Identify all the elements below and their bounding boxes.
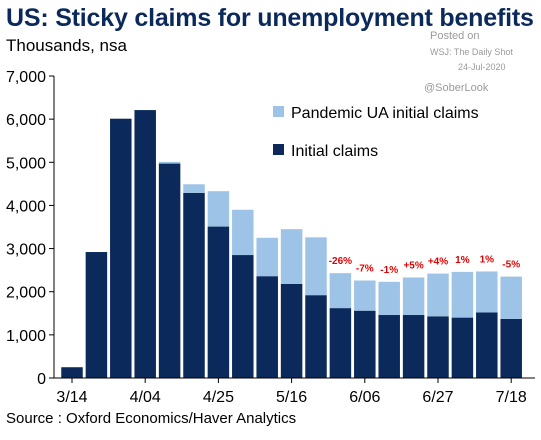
bar-initial-claims <box>110 118 132 378</box>
bar-pandemic-ua-claims <box>256 237 278 277</box>
x-tick-label: 5/16 <box>276 389 307 406</box>
watermark-posted-on: Posted on <box>430 30 480 42</box>
watermark-handle: @SoberLook <box>424 82 489 94</box>
bar-initial-claims <box>476 312 498 378</box>
bar-initial-claims <box>378 315 400 378</box>
y-tick-label: 4,000 <box>6 198 46 215</box>
bar-pandemic-ua-claims <box>378 281 400 316</box>
watermark-date: 24-Jul-2020 <box>458 62 506 72</box>
bar-pandemic-ua-claims <box>183 184 205 193</box>
y-tick-label: 5,000 <box>6 155 46 172</box>
y-tick-label: 1,000 <box>6 328 46 345</box>
bar-initial-claims <box>61 367 83 378</box>
bar-pandemic-ua-claims <box>158 161 181 164</box>
x-tick-label: 6/06 <box>349 389 380 406</box>
bar-pandemic-ua-claims <box>500 276 522 319</box>
legend-swatch-pandemic-ua <box>273 106 284 117</box>
source-note: Source : Oxford Economics/Haver Analytic… <box>6 410 297 427</box>
bar-pandemic-ua-claims <box>232 209 254 256</box>
bar-pandemic-ua-claims <box>305 237 327 296</box>
change-annotation: +5% <box>403 260 423 271</box>
y-tick-label: 3,000 <box>6 242 46 259</box>
change-annotation: +4% <box>428 257 448 268</box>
bar-pandemic-ua-claims <box>476 271 498 313</box>
bar-initial-claims <box>402 315 425 378</box>
change-annotation: -7% <box>356 263 374 274</box>
chart-subtitle: Thousands, nsa <box>6 36 127 55</box>
x-tick-label: 4/25 <box>203 389 234 406</box>
bar-pandemic-ua-claims <box>451 271 474 318</box>
bar-pandemic-ua-claims <box>354 280 376 311</box>
bar-initial-claims <box>451 317 474 378</box>
bar-initial-claims <box>232 255 254 378</box>
y-tick-label: 6,000 <box>6 112 46 129</box>
bar-pandemic-ua-claims <box>329 273 352 309</box>
change-annotation: -26% <box>329 256 352 267</box>
y-tick-label: 0 <box>37 371 46 388</box>
legend-swatch-initial-claims <box>273 144 284 155</box>
legend-label-initial-claims: Initial claims <box>291 143 378 160</box>
change-annotation: -5% <box>502 260 520 271</box>
bar-pandemic-ua-claims <box>280 229 303 284</box>
bar-initial-claims <box>207 226 230 378</box>
bar-initial-claims <box>85 252 108 378</box>
bar-initial-claims <box>256 276 278 378</box>
watermark-outlet: WSJ: The Daily Shot <box>430 47 513 57</box>
bar-initial-claims <box>183 192 205 378</box>
y-tick-label: 2,000 <box>6 285 46 302</box>
bar-initial-claims <box>329 308 352 378</box>
bar-pandemic-ua-claims <box>402 277 425 316</box>
chart-title: US: Sticky claims for unemployment benef… <box>6 4 534 32</box>
change-annotation: 1% <box>480 254 495 265</box>
x-tick-label: 6/27 <box>422 389 453 406</box>
change-annotation: -1% <box>380 265 398 276</box>
y-tick-label: 7,000 <box>6 69 46 86</box>
legend-label-pandemic-ua: Pandemic UA initial claims <box>291 105 479 122</box>
bar-initial-claims <box>280 283 303 378</box>
change-annotation: 1% <box>455 255 470 266</box>
bar-initial-claims <box>134 110 156 378</box>
bar-pandemic-ua-claims <box>207 191 230 227</box>
bar-initial-claims <box>305 295 327 378</box>
x-tick-label: 4/04 <box>130 389 161 406</box>
bar-initial-claims <box>427 316 449 378</box>
x-tick-label: 7/18 <box>496 389 527 406</box>
x-tick-label: 3/14 <box>56 389 87 406</box>
bar-initial-claims <box>354 310 376 378</box>
bar-initial-claims <box>500 318 522 378</box>
bar-pandemic-ua-claims <box>427 273 449 317</box>
bar-initial-claims <box>158 163 181 378</box>
